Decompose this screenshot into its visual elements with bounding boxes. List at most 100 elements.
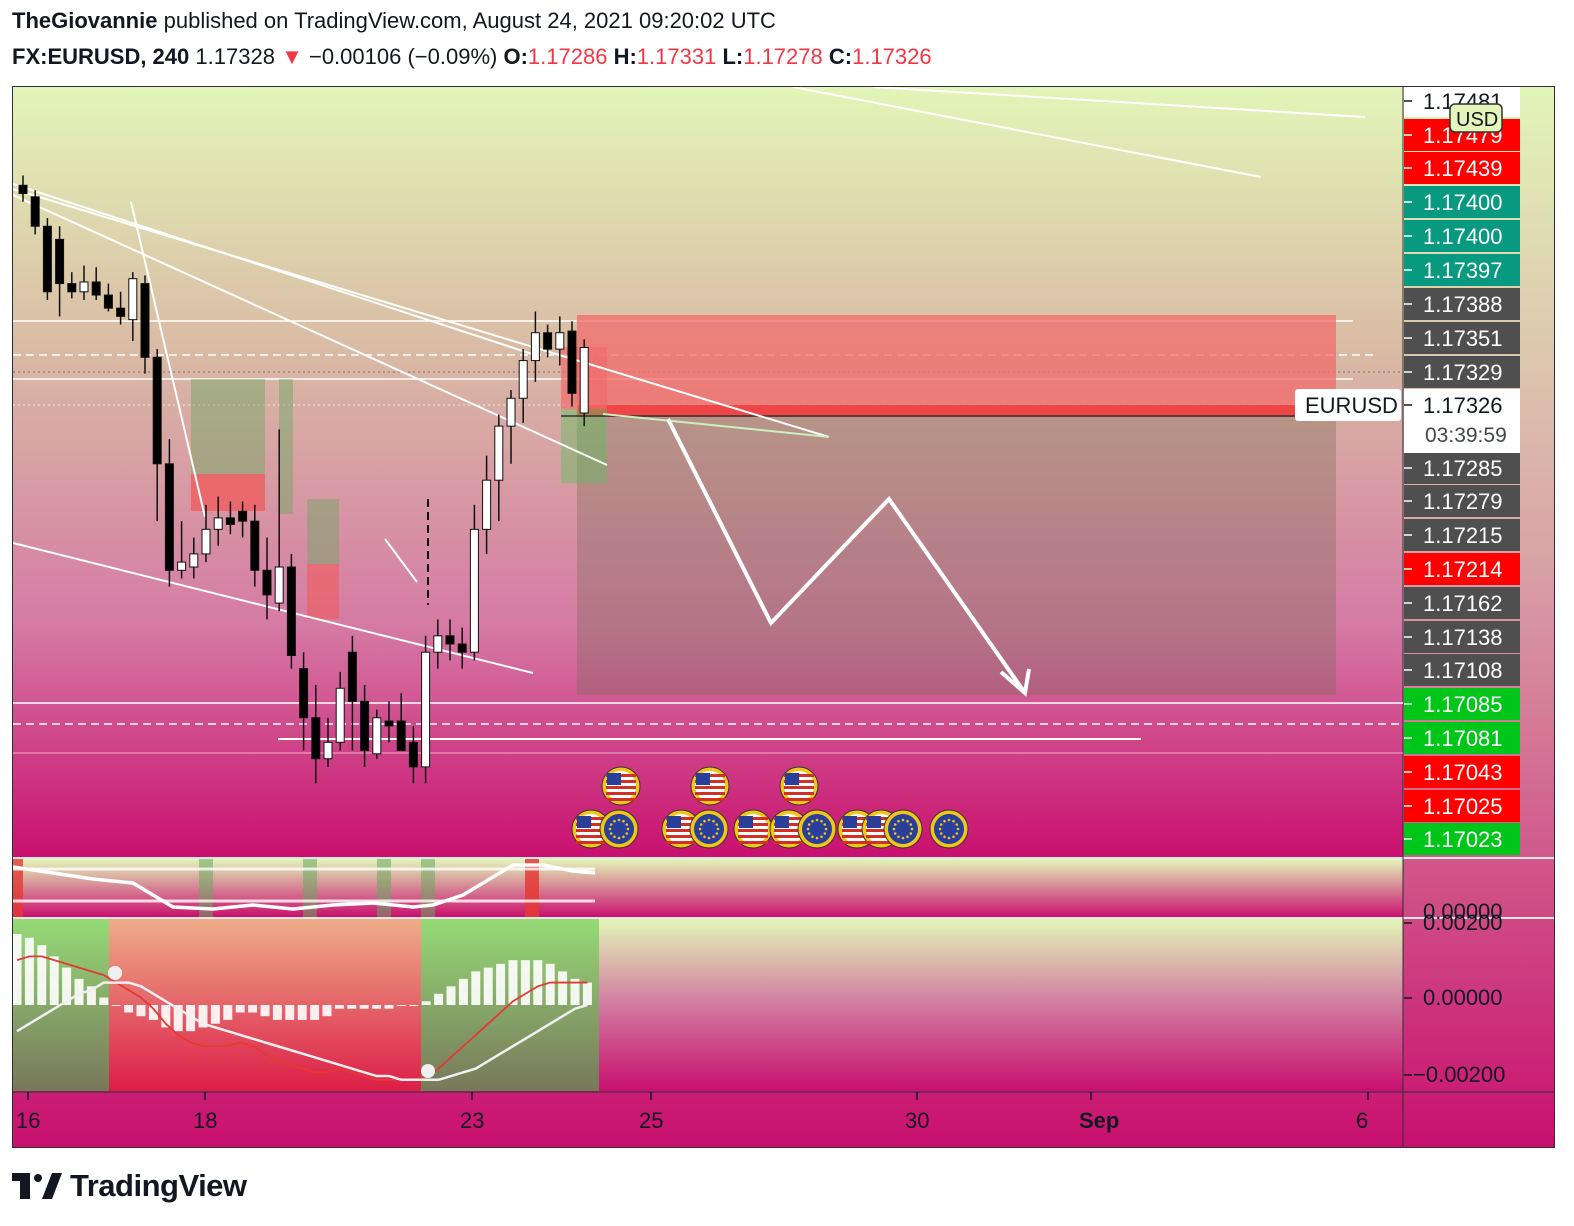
eu-flag-event-icon[interactable] (689, 809, 729, 849)
macd-histogram-bar (570, 978, 580, 1005)
chart-canvas[interactable]: 1.174811.174791.174391.174001.174001.173… (13, 87, 1554, 1147)
candle-body (274, 566, 284, 604)
price-label-text: 1.17388 (1423, 292, 1503, 317)
price-label-text: 1.17085 (1423, 692, 1503, 717)
chart-drawings (13, 87, 1403, 754)
us-flag-event-icon[interactable] (779, 766, 819, 806)
candle-body (238, 510, 248, 522)
candle-body (335, 687, 345, 743)
open-label: O: (503, 44, 528, 69)
price-label-bg (1404, 722, 1520, 754)
price-axis-label: 1.17439 (1404, 152, 1520, 184)
candle-body (323, 741, 333, 760)
candle-body (482, 479, 492, 530)
macd-histogram-bar (24, 937, 34, 1005)
candle (372, 709, 382, 759)
close-label: C: (828, 44, 853, 69)
price-label-bg (1404, 790, 1520, 822)
eu-flag-event-icon[interactable] (883, 809, 923, 849)
candle-body (445, 635, 455, 645)
main-price-pane[interactable] (13, 87, 1403, 857)
last-price: 1.17328 (195, 44, 275, 69)
cross-dot (421, 1064, 435, 1078)
time-label-text: 6 (1356, 1108, 1368, 1133)
target-zone-box[interactable] (577, 417, 1336, 695)
macd-histogram-bar (74, 978, 84, 1005)
macd-histogram-bar (533, 960, 543, 1005)
candlestick-series (18, 175, 589, 784)
symbol-price-tag[interactable]: EURUSD 1.17326 03:39:59 (1295, 389, 1520, 453)
price-label-bg (1404, 322, 1520, 354)
candle-body (408, 741, 418, 768)
position-box-red (307, 564, 339, 619)
price-label-text: 1.17285 (1423, 456, 1503, 481)
price-label-bg (1404, 288, 1520, 320)
macd-histogram-bar (297, 1005, 307, 1020)
us-flag-event-icon[interactable] (661, 809, 701, 849)
macd-histogram-bar (446, 986, 456, 1005)
symbol-label[interactable]: FX:EURUSD, 240 (12, 44, 190, 69)
candle (360, 684, 370, 767)
eu-flag-event-icon[interactable] (599, 809, 639, 849)
macd-axis-label: −0.00200 (1413, 1062, 1505, 1087)
candle (262, 537, 272, 620)
time-label-text: 30 (905, 1108, 929, 1133)
us-flag-event-icon[interactable] (690, 766, 730, 806)
price-axis-label: 1.17085 (1404, 688, 1520, 720)
time-axis-label: 6 (1356, 1092, 1369, 1133)
candle-body (372, 717, 382, 755)
chart-frame[interactable]: 1.17481 1.17479 1.17439 1.17400 1.17400 1.173… (12, 86, 1555, 1148)
macd-histogram-bar (483, 967, 493, 1005)
currency-badge[interactable]: USD (1449, 103, 1503, 133)
price-axis[interactable]: 1.174811.174791.174391.174001.174001.173… (1295, 87, 1520, 855)
time-axis-label: 18 (193, 1092, 217, 1133)
price-axis-label: 1.17397 (1404, 254, 1520, 286)
tradingview-logo[interactable]: TradingView (12, 1168, 247, 1204)
sell-zone-box[interactable] (577, 315, 1336, 415)
macd-histogram-bar (396, 1005, 406, 1006)
macd-histogram-bar (508, 960, 518, 1005)
author-name[interactable]: TheGiovannie (12, 8, 158, 33)
trendline (13, 188, 830, 438)
candle-body (299, 668, 309, 719)
time-label-text: 18 (193, 1108, 217, 1133)
macd-histogram-bar (272, 1005, 282, 1020)
trendline (384, 538, 418, 583)
us-flag-event-icon[interactable] (601, 766, 641, 806)
trendline (13, 183, 536, 356)
price-label-bg (1404, 186, 1520, 218)
candle (347, 635, 357, 751)
macd-histogram-bar (322, 1005, 332, 1017)
price-axis-label: 1.17081 (1404, 722, 1520, 754)
price-label-text: 1.17023 (1423, 827, 1503, 852)
time-axis[interactable]: 16 18 23 25 30 Sep 6 (16, 1092, 1369, 1133)
candle (384, 701, 394, 743)
macd-histogram-bar (545, 963, 555, 1005)
macd-histogram-bar (285, 1005, 295, 1020)
price-label-text: 1.17279 (1423, 489, 1503, 514)
price-axis-label: 1.17285 (1404, 452, 1520, 484)
us-flag-event-icon[interactable] (733, 809, 773, 849)
channel-line (13, 542, 534, 674)
macd-histogram-bar (384, 1005, 394, 1009)
economic-events[interactable] (571, 766, 969, 849)
price-axis-label: 1.17138 (1404, 621, 1520, 653)
price-label-bg (1404, 356, 1520, 388)
us-flag-event-icon[interactable] (769, 809, 809, 849)
oscillator-lines (13, 859, 596, 917)
macd-histogram-bar (86, 986, 96, 1005)
price-label-text: 1.17081 (1423, 726, 1503, 751)
price-label-bg (1404, 220, 1520, 252)
macd-histogram-bar (37, 945, 47, 1005)
price-label-text: 1.17351 (1423, 326, 1503, 351)
price-axis-label: 1.17400 (1404, 186, 1520, 218)
candle (518, 349, 528, 423)
macd-histogram-bar (260, 1005, 270, 1017)
eu-flag-event-icon[interactable] (929, 809, 969, 849)
time-label-text: Sep (1079, 1108, 1119, 1133)
eu-flag-event-icon[interactable] (797, 809, 837, 849)
macd-histogram-bar (372, 1005, 382, 1009)
open-value: 1.17286 (527, 44, 608, 69)
signal-bar-red (13, 859, 23, 917)
candle-body (396, 720, 406, 752)
